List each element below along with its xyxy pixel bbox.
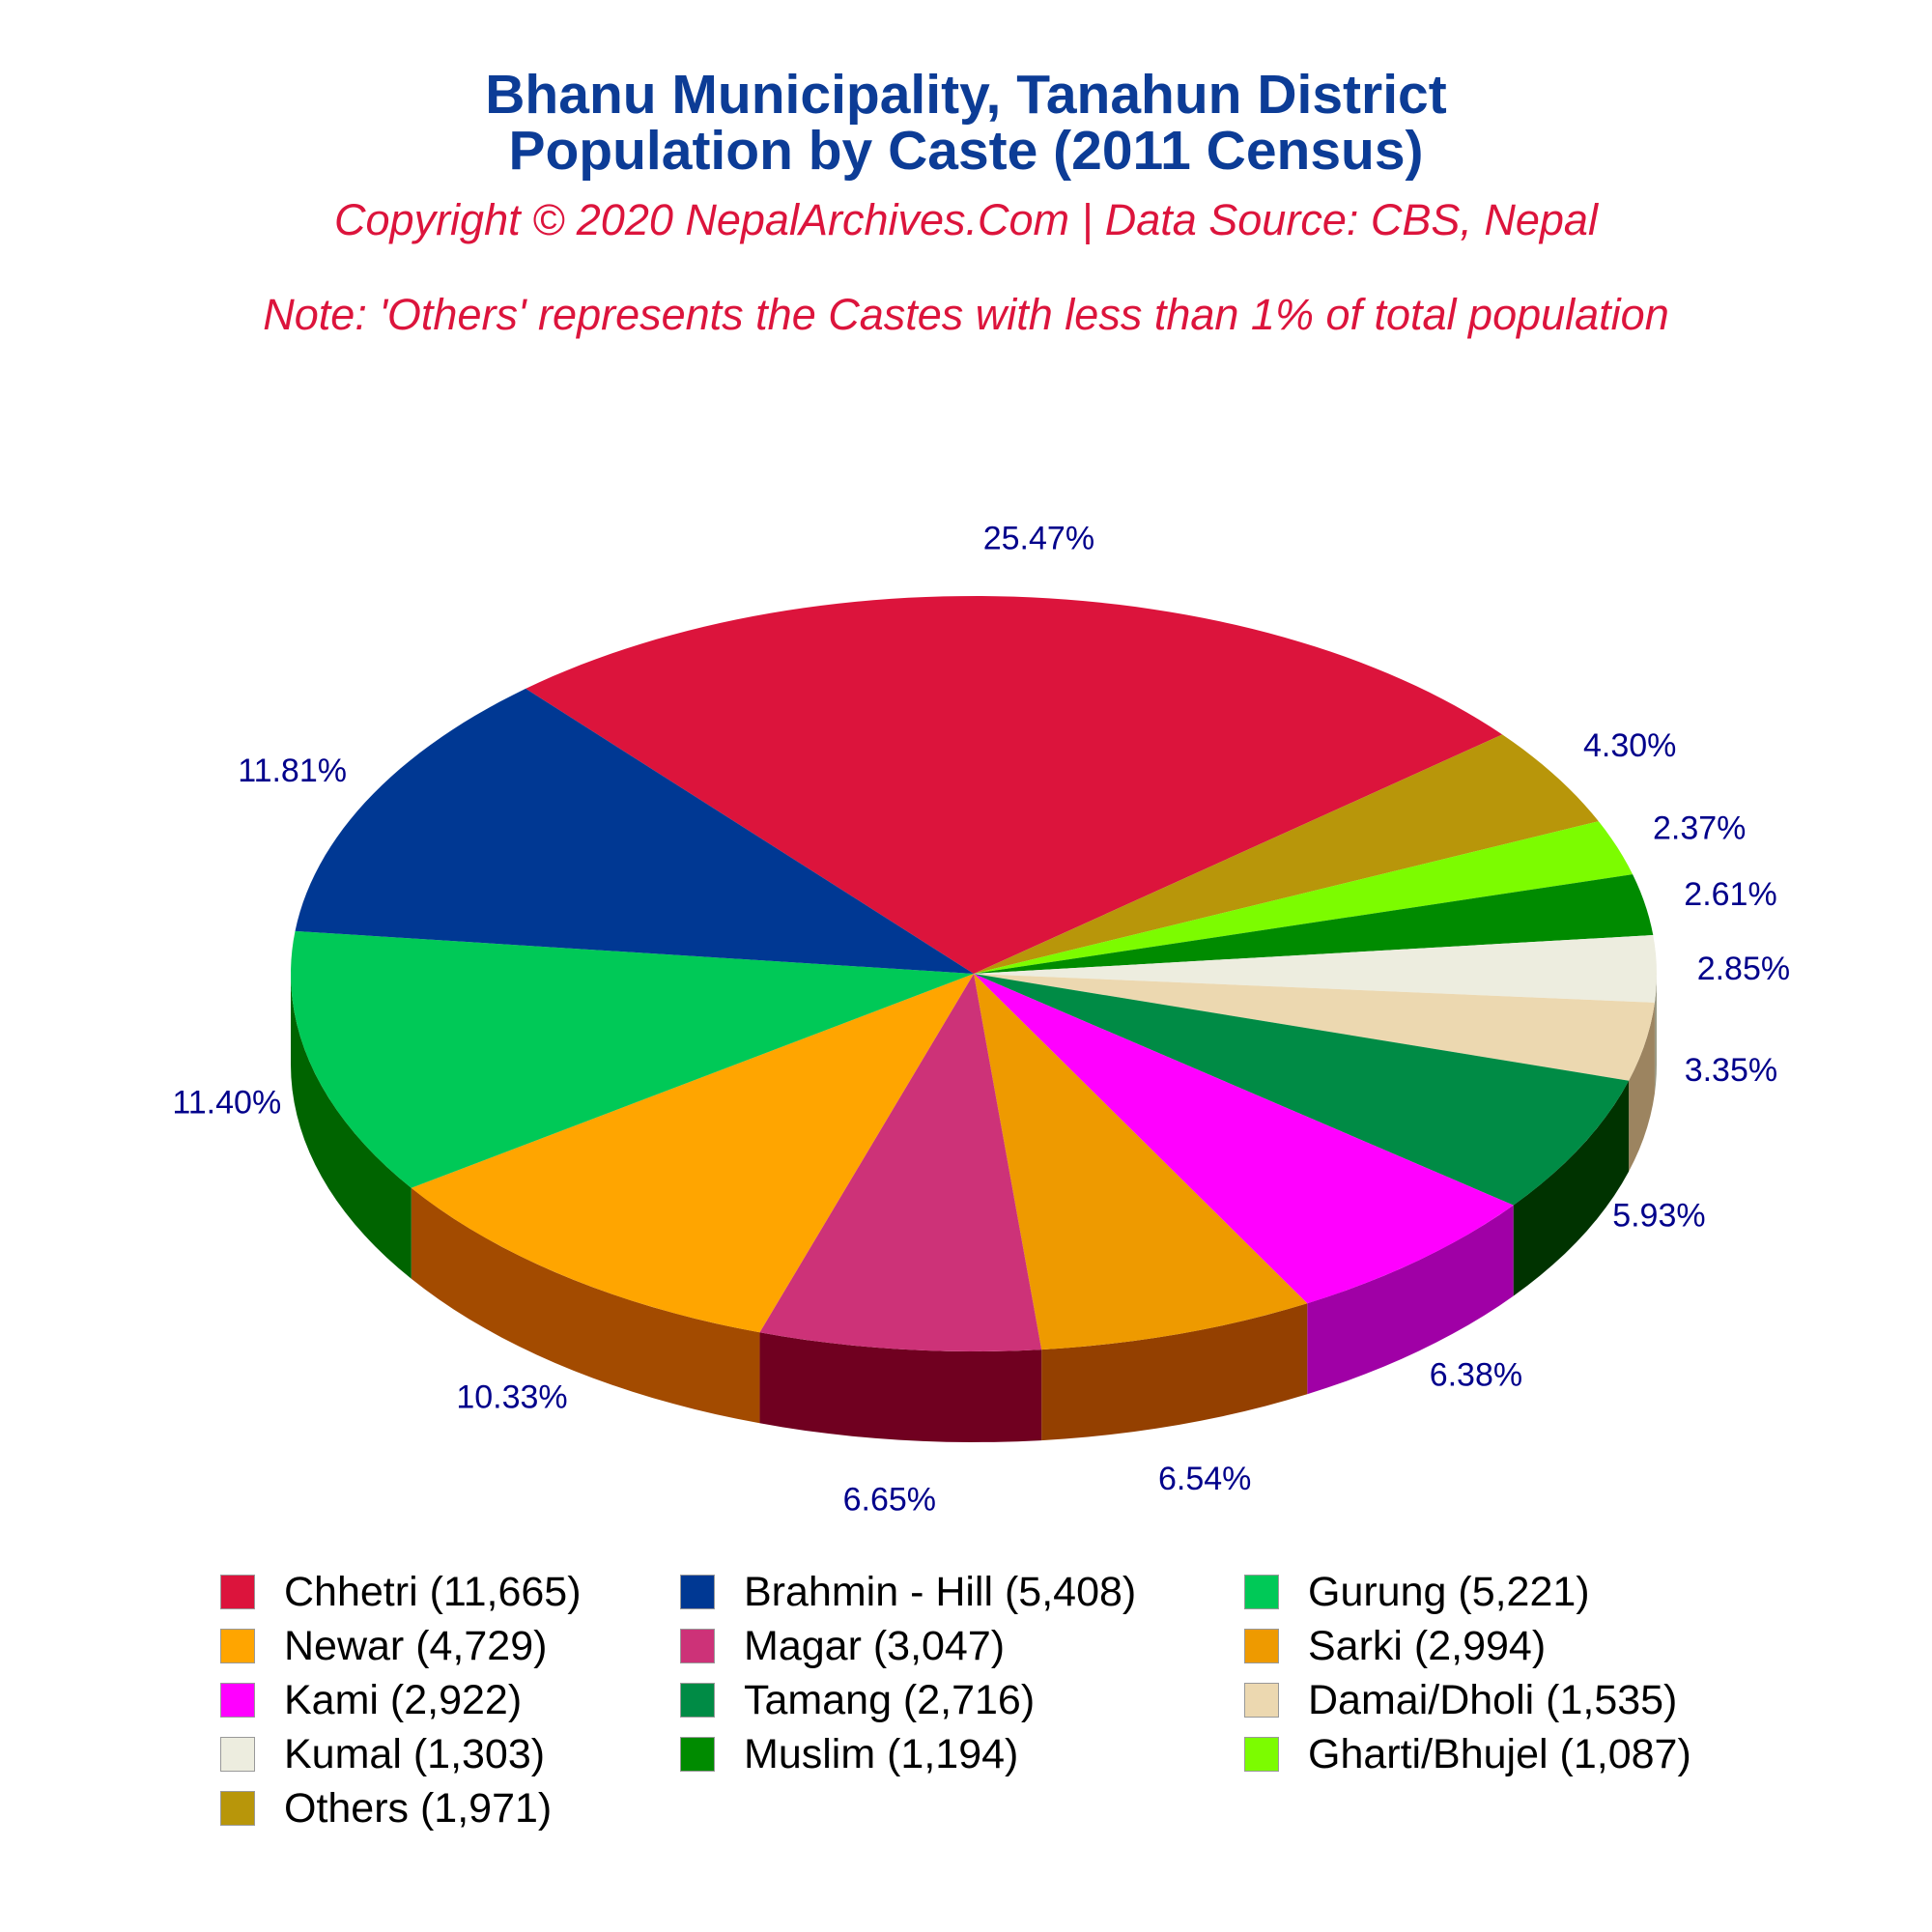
legend-item-gurung: Gurung (5,221) — [1244, 1565, 1590, 1619]
pie-slice-kumal — [974, 935, 1657, 1003]
pie-label-magar: 6.65% — [843, 1482, 936, 1519]
legend-item-sarki: Sarki (2,994) — [1244, 1619, 1546, 1673]
pie-side-newar — [411, 1187, 760, 1424]
legend-label-kami: Kami (2,922) — [284, 1676, 523, 1723]
legend-swatch-kumal — [220, 1737, 255, 1772]
pie-label-tamang: 5.93% — [1612, 1197, 1705, 1234]
legend-label-gharti-bhujel: Gharti/Bhujel (1,087) — [1308, 1730, 1691, 1777]
legend-swatch-kami — [220, 1683, 255, 1718]
legend-label-kumal: Kumal (1,303) — [284, 1730, 546, 1777]
pie-label-muslim: 2.61% — [1684, 876, 1776, 913]
legend-label-brahmin-hill: Brahmin - Hill (5,408) — [744, 1568, 1137, 1615]
pie-side-kami — [1307, 1205, 1514, 1395]
legend-swatch-magar — [680, 1629, 715, 1663]
pie-side-walls — [291, 974, 1657, 1442]
pie-percent-labels: 25.47% 4.30% 2.37% 2.61% 2.85% 3.35% 5.93% 6.38… — [172, 521, 1790, 1519]
pie-label-damai-dholi: 3.35% — [1685, 1052, 1777, 1089]
legend-swatch-tamang — [680, 1683, 715, 1718]
legend-swatch-others — [220, 1791, 255, 1826]
legend-item-kumal: Kumal (1,303) — [220, 1727, 545, 1781]
pie-slice-newar — [411, 974, 974, 1333]
pie-slice-magar — [759, 974, 1042, 1351]
pie-label-chhetri: 25.47% — [983, 521, 1094, 557]
pie-slice-muslim — [974, 874, 1654, 974]
legend-swatch-gurung — [1244, 1575, 1279, 1609]
pie-side-sarki — [1041, 1303, 1308, 1441]
legend-item-chhetri: Chhetri (11,665) — [220, 1565, 582, 1619]
legend-swatch-brahmin-hill — [680, 1575, 715, 1609]
legend-swatch-damai-dholi — [1244, 1683, 1279, 1718]
pie-label-sarki: 6.54% — [1158, 1461, 1251, 1497]
pie-slice-brahmin-hill — [295, 688, 974, 974]
pie-slice-damai-dholi — [974, 974, 1655, 1081]
legend-swatch-muslim — [680, 1737, 715, 1772]
pie-slice-chhetri — [526, 596, 1503, 974]
pie-label-gharti-bhujel: 2.37% — [1653, 810, 1746, 847]
legend-swatch-gharti-bhujel — [1244, 1737, 1279, 1772]
legend-label-muslim: Muslim (1,194) — [744, 1730, 1019, 1777]
pie-slice-sarki — [974, 974, 1308, 1350]
legend-item-gharti-bhujel: Gharti/Bhujel (1,087) — [1244, 1727, 1691, 1781]
pie-label-kumal: 2.85% — [1697, 951, 1790, 987]
legend-item-kami: Kami (2,922) — [220, 1673, 522, 1727]
pie-slice-kami — [974, 974, 1514, 1304]
legend-label-sarki: Sarki (2,994) — [1308, 1622, 1547, 1669]
legend-label-damai-dholi: Damai/Dholi (1,535) — [1308, 1676, 1678, 1723]
legend-swatch-chhetri — [220, 1575, 255, 1609]
legend-swatch-newar — [220, 1629, 255, 1663]
legend-label-others: Others (1,971) — [284, 1784, 553, 1832]
legend-item-newar: Newar (4,729) — [220, 1619, 547, 1673]
pie-label-brahmin-hill: 11.81% — [238, 753, 347, 789]
chart-title-line2: Population by Caste (2011 Census) — [508, 120, 1424, 182]
note-text: Note: 'Others' represents the Castes wit… — [263, 290, 1669, 339]
legend-item-others: Others (1,971) — [220, 1781, 552, 1835]
legend-label-magar: Magar (3,047) — [744, 1622, 1006, 1669]
legend-label-tamang: Tamang (2,716) — [744, 1676, 1036, 1723]
legend-item-muslim: Muslim (1,194) — [680, 1727, 1018, 1781]
pie-slices — [291, 596, 1657, 1351]
pie-slice-gharti-bhujel — [974, 821, 1634, 974]
pie-side-damai-dholi — [1629, 1002, 1655, 1172]
pie-side-tamang — [1513, 1080, 1630, 1296]
legend-swatch-sarki — [1244, 1629, 1279, 1663]
chart-title-line1: Bhanu Municipality, Tanahun District — [485, 64, 1447, 126]
copyright-text: Copyright © 2020 NepalArchives.Com | Dat… — [334, 195, 1598, 244]
legend-item-tamang: Tamang (2,716) — [680, 1673, 1035, 1727]
pie-side-gurung — [291, 974, 412, 1279]
pie-side-magar — [759, 1332, 1042, 1442]
pie-label-newar: 10.33% — [456, 1379, 567, 1416]
pie-slice-others — [974, 734, 1599, 974]
legend-item-magar: Magar (3,047) — [680, 1619, 1005, 1673]
legend-item-damai-dholi: Damai/Dholi (1,535) — [1244, 1673, 1677, 1727]
legend-item-brahmin-hill: Brahmin - Hill (5,408) — [680, 1565, 1136, 1619]
pie-label-gurung: 11.40% — [172, 1085, 281, 1122]
legend-label-gurung: Gurung (5,221) — [1308, 1568, 1590, 1615]
pie-label-kami: 6.38% — [1430, 1357, 1522, 1394]
legend-label-chhetri: Chhetri (11,665) — [284, 1568, 582, 1615]
pie-slice-tamang — [974, 974, 1630, 1206]
pie-slice-gurung — [291, 930, 974, 1188]
legend-label-newar: Newar (4,729) — [284, 1622, 548, 1669]
pie-side-kumal — [1654, 974, 1657, 1094]
pie-label-others: 4.30% — [1583, 727, 1676, 764]
